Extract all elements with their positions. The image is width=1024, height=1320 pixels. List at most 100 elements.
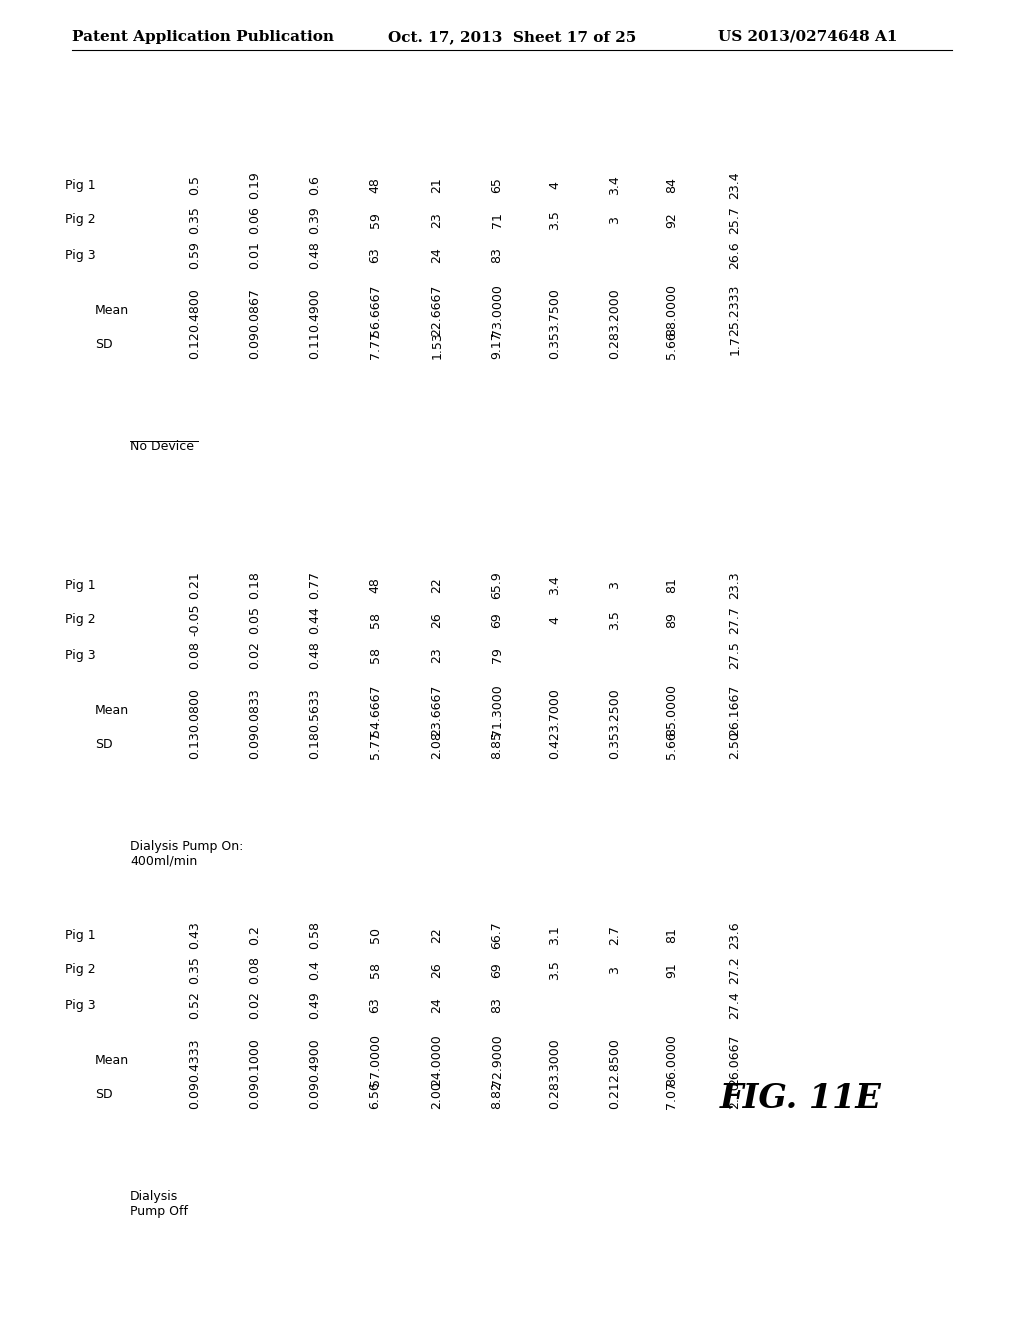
Text: 3.3000: 3.3000 (549, 1038, 561, 1082)
Text: 86.0000: 86.0000 (666, 1034, 679, 1086)
Text: 0.6: 0.6 (308, 176, 322, 195)
Text: Pig 3: Pig 3 (65, 248, 95, 261)
Text: 0.4900: 0.4900 (308, 1038, 322, 1082)
Text: 48: 48 (369, 577, 382, 593)
Text: 0.2: 0.2 (249, 925, 261, 945)
Text: 0.35: 0.35 (608, 731, 622, 759)
Text: 27.4: 27.4 (728, 991, 741, 1019)
Text: 22: 22 (430, 927, 443, 942)
Text: 2.10: 2.10 (728, 1081, 741, 1109)
Text: 0.43: 0.43 (188, 921, 202, 949)
Text: 0.18: 0.18 (308, 731, 322, 759)
Text: Dialysis
Pump Off: Dialysis Pump Off (130, 1191, 188, 1218)
Text: 71: 71 (490, 213, 504, 228)
Text: 22: 22 (430, 577, 443, 593)
Text: 0.18: 0.18 (249, 572, 261, 599)
Text: 0.52: 0.52 (188, 991, 202, 1019)
Text: 21: 21 (430, 177, 443, 193)
Text: 0.09: 0.09 (249, 1081, 261, 1109)
Text: 27.7: 27.7 (728, 606, 741, 634)
Text: 0.01: 0.01 (249, 242, 261, 269)
Text: 26.6: 26.6 (728, 242, 741, 269)
Text: 0.09: 0.09 (249, 731, 261, 759)
Text: 2.00: 2.00 (430, 1081, 443, 1109)
Text: 7.07: 7.07 (666, 1081, 679, 1109)
Text: 81: 81 (666, 927, 679, 942)
Text: 0.4333: 0.4333 (188, 1039, 202, 1082)
Text: 72.9000: 72.9000 (490, 1034, 504, 1086)
Text: 50: 50 (369, 927, 382, 942)
Text: 0.12: 0.12 (188, 331, 202, 359)
Text: 3.4: 3.4 (608, 176, 622, 195)
Text: FIG. 11E: FIG. 11E (720, 1082, 882, 1115)
Text: Mean: Mean (95, 1053, 129, 1067)
Text: 91: 91 (666, 962, 679, 978)
Text: US 2013/0274648 A1: US 2013/0274648 A1 (718, 30, 897, 44)
Text: Pig 1: Pig 1 (65, 928, 95, 941)
Text: Pig 2: Pig 2 (65, 214, 95, 227)
Text: 23: 23 (430, 647, 443, 663)
Text: Pig 1: Pig 1 (65, 578, 95, 591)
Text: 0.0800: 0.0800 (188, 688, 202, 733)
Text: 54.6667: 54.6667 (369, 684, 382, 735)
Text: 23.3: 23.3 (728, 572, 741, 599)
Text: 2.50: 2.50 (728, 731, 741, 759)
Text: 0.09: 0.09 (308, 1081, 322, 1109)
Text: 66.7: 66.7 (490, 921, 504, 949)
Text: 0.77: 0.77 (308, 572, 322, 599)
Text: 0.21: 0.21 (608, 1081, 622, 1109)
Text: 0.09: 0.09 (188, 1081, 202, 1109)
Text: 27.2: 27.2 (728, 956, 741, 983)
Text: 5.66: 5.66 (666, 331, 679, 359)
Text: SD: SD (95, 1089, 113, 1101)
Text: 48: 48 (369, 177, 382, 193)
Text: 0.5: 0.5 (188, 176, 202, 195)
Text: 26.0667: 26.0667 (728, 1035, 741, 1086)
Text: SD: SD (95, 338, 113, 351)
Text: 0.44: 0.44 (308, 606, 322, 634)
Text: 81: 81 (666, 577, 679, 593)
Text: 0.02: 0.02 (249, 642, 261, 669)
Text: 3.7500: 3.7500 (549, 288, 561, 331)
Text: 0.58: 0.58 (308, 921, 322, 949)
Text: 0.4900: 0.4900 (308, 288, 322, 331)
Text: 3: 3 (608, 966, 622, 974)
Text: 59: 59 (369, 213, 382, 228)
Text: 0.09: 0.09 (249, 331, 261, 359)
Text: 3.1: 3.1 (549, 925, 561, 945)
Text: 26.1667: 26.1667 (728, 684, 741, 735)
Text: 7.77: 7.77 (369, 331, 382, 359)
Text: 0.4: 0.4 (308, 960, 322, 979)
Text: 5.66: 5.66 (666, 731, 679, 759)
Text: 0.4800: 0.4800 (188, 288, 202, 331)
Text: 1.7: 1.7 (728, 335, 741, 355)
Text: 25.2333: 25.2333 (728, 284, 741, 335)
Text: 27.5: 27.5 (728, 642, 741, 669)
Text: 23.4: 23.4 (728, 172, 741, 199)
Text: 0.35: 0.35 (188, 956, 202, 983)
Text: 24.0000: 24.0000 (430, 1034, 443, 1086)
Text: 4: 4 (549, 181, 561, 189)
Text: 0.42: 0.42 (549, 731, 561, 759)
Text: 1.53: 1.53 (430, 331, 443, 359)
Text: Dialysis Pump On:
400ml/min: Dialysis Pump On: 400ml/min (130, 840, 244, 869)
Text: Pig 2: Pig 2 (65, 614, 95, 627)
Text: 22.6667: 22.6667 (430, 284, 443, 335)
Text: 24: 24 (430, 997, 443, 1012)
Text: 0.5633: 0.5633 (308, 688, 322, 731)
Text: 3.7000: 3.7000 (549, 688, 561, 731)
Text: 24: 24 (430, 247, 443, 263)
Text: 58: 58 (369, 647, 382, 663)
Text: 26: 26 (430, 612, 443, 628)
Text: 0.1000: 0.1000 (249, 1038, 261, 1082)
Text: Mean: Mean (95, 304, 129, 317)
Text: 0.49: 0.49 (308, 991, 322, 1019)
Text: 2.8500: 2.8500 (608, 1038, 622, 1082)
Text: Pig 3: Pig 3 (65, 998, 95, 1011)
Text: 89: 89 (666, 612, 679, 628)
Text: 0.59: 0.59 (188, 242, 202, 269)
Text: 0.06: 0.06 (249, 206, 261, 234)
Text: 3.5: 3.5 (549, 210, 561, 230)
Text: 2.08: 2.08 (430, 731, 443, 759)
Text: 0.08: 0.08 (249, 956, 261, 983)
